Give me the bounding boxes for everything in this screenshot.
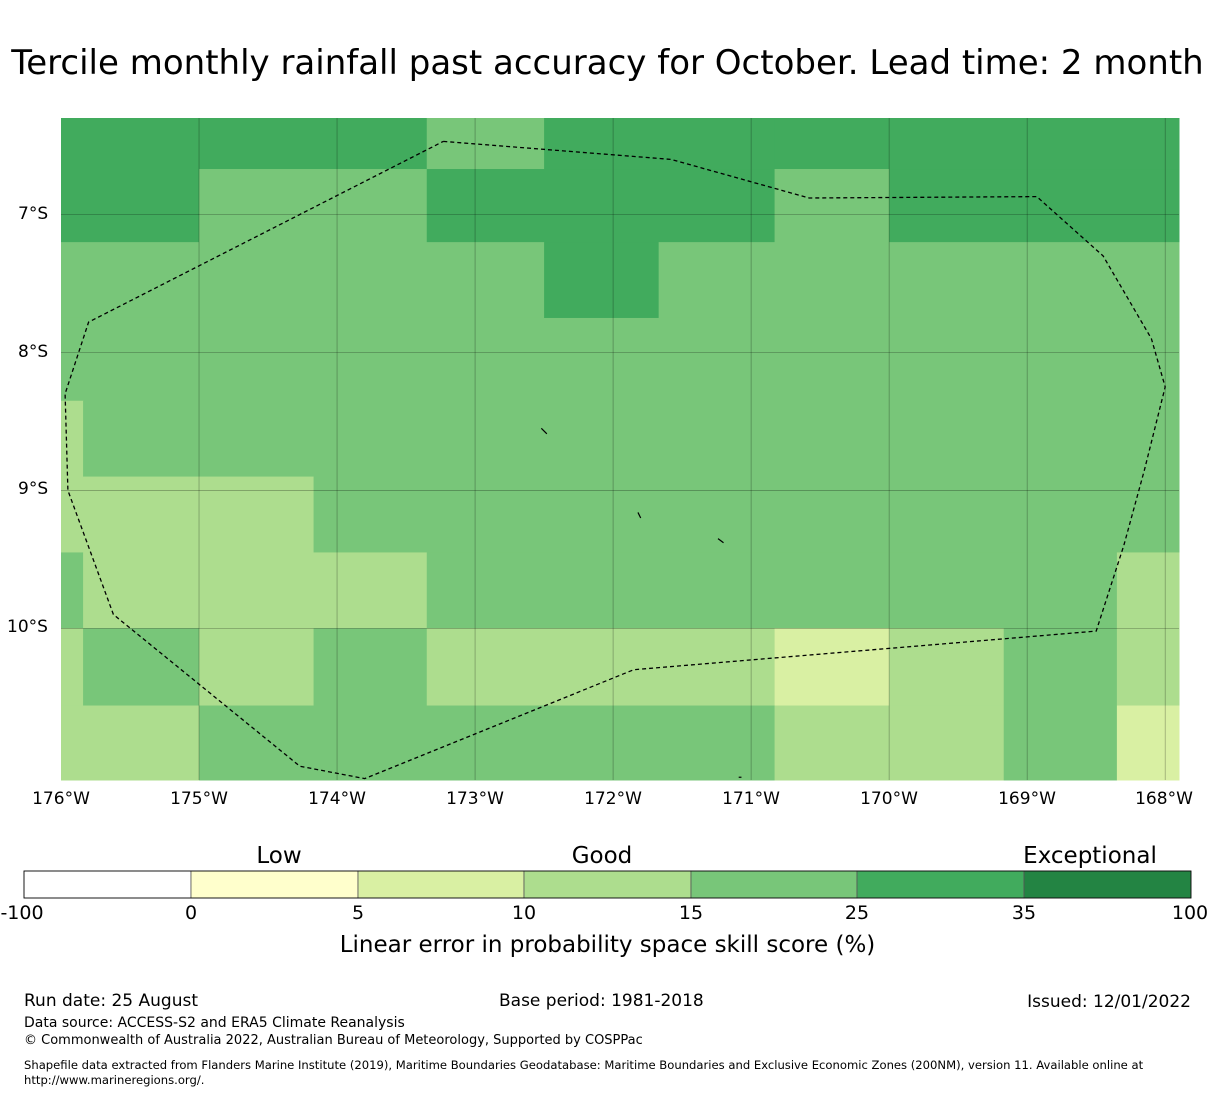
island-outline: [540, 427, 548, 435]
lat-label-10s: 10°S: [7, 617, 48, 637]
skill-cell: [426, 552, 1118, 629]
skill-cell: [199, 628, 315, 707]
colorbar-segment: [23, 870, 192, 899]
eez-boundary: [64, 140, 1166, 780]
colorbar-segment: [856, 870, 1025, 899]
colorbar-tick: 5: [351, 902, 365, 924]
colorbar: [23, 870, 1192, 899]
skill-cell: [199, 705, 776, 781]
category-exceptional: Exceptional: [1023, 843, 1157, 869]
colorbar-tick: 15: [678, 902, 704, 924]
skill-cell: [61, 705, 200, 781]
skill-cell: [83, 400, 1180, 478]
skill-cell: [889, 628, 1005, 707]
skill-cell: [61, 476, 315, 553]
skill-cell: [83, 552, 428, 629]
skill-cell: [83, 628, 200, 707]
skill-cell: [61, 118, 200, 243]
eez-boundary-line: [64, 140, 1166, 780]
colorbar-outline: [23, 870, 1192, 899]
skill-cell: [1003, 628, 1118, 707]
lat-label-8s: 8°S: [18, 342, 49, 362]
graticule: [61, 118, 1179, 780]
island-outline: [637, 512, 642, 519]
skill-cell: [61, 628, 84, 707]
lat-label-9s: 9°S: [18, 479, 49, 499]
skill-cell: [1116, 628, 1180, 707]
lon-label-170w: 170°W: [860, 789, 918, 809]
colorbar-segment: [1023, 870, 1192, 899]
category-good: Good: [571, 843, 633, 869]
skill-cell: [426, 118, 545, 170]
skill-cell: [61, 552, 84, 629]
colorbar-segment: [523, 870, 692, 899]
issued-date: Issued: 12/01/2022: [1027, 992, 1191, 1012]
skill-cell: [61, 400, 84, 478]
skill-cell: [1116, 705, 1180, 781]
colorbar-segment: [357, 870, 525, 899]
skill-cell: [313, 476, 1180, 553]
skill-cell: [774, 169, 890, 243]
islands: [540, 427, 742, 778]
skill-cell: [313, 628, 428, 707]
lon-label-171w: 171°W: [722, 789, 780, 809]
skill-cell: [61, 242, 545, 319]
skill-cell: [426, 628, 776, 707]
skill-cell: [61, 317, 1180, 402]
colorbar-tick: 0: [184, 902, 198, 924]
colorbar-segment: [190, 870, 359, 899]
lon-label-175w: 175°W: [170, 789, 228, 809]
skill-cell: [774, 628, 890, 707]
skill-cell: [426, 169, 776, 243]
page-title: Tercile monthly rainfall past accuracy f…: [11, 43, 1204, 83]
skill-cell: [544, 242, 660, 319]
skill-cell: [199, 169, 428, 243]
skill-cell: [889, 169, 1180, 243]
colorbar-tick: 10: [511, 902, 537, 924]
skill-cell: [774, 705, 1005, 781]
lon-label-173w: 173°W: [446, 789, 504, 809]
colorbar-tick: 25: [844, 902, 870, 924]
shapefile-credit-line2: http://www.marineregions.org/.: [24, 1073, 205, 1087]
lon-label-172w: 172°W: [584, 789, 642, 809]
copyright: © Commonwealth of Australia 2022, Austra…: [24, 1033, 643, 1048]
skill-cell: [544, 118, 776, 170]
colorbar-tick: 100: [1171, 902, 1209, 924]
island-outline: [717, 538, 724, 544]
lon-label-169w: 169°W: [998, 789, 1056, 809]
skill-cell: [658, 242, 1180, 319]
skill-cell: [1003, 705, 1118, 781]
skill-cell: [1116, 552, 1180, 629]
colorbar-tick: 35: [1011, 902, 1037, 924]
lon-label-174w: 174°W: [308, 789, 366, 809]
lon-label-168w: 168°W: [1135, 789, 1193, 809]
colorbar-label: Linear error in probability space skill …: [339, 932, 876, 958]
base-period: Base period: 1981-2018: [499, 991, 704, 1011]
lat-label-7s: 7°S: [18, 204, 49, 224]
lon-label-176w: 176°W: [32, 789, 90, 809]
colorbar-tick: -100: [0, 902, 44, 924]
skill-cell: [774, 118, 1180, 170]
run-date: Run date: 25 August: [24, 991, 198, 1011]
skill-cell: [199, 118, 428, 170]
data-source: Data source: ACCESS-S2 and ERA5 Climate …: [24, 1015, 405, 1031]
category-low: Low: [256, 843, 302, 869]
colorbar-segment: [690, 870, 858, 899]
shapefile-credit-line1: Shapefile data extracted from Flanders M…: [24, 1058, 1144, 1072]
skill-grid-cells: [61, 118, 1180, 781]
